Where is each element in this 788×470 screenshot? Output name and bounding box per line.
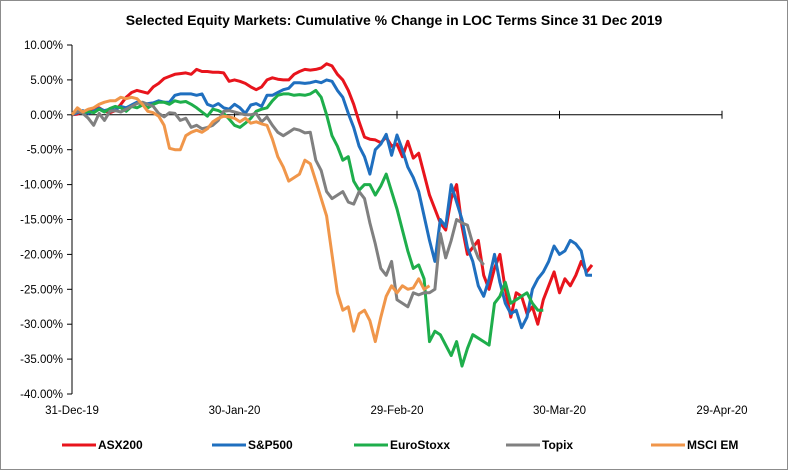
- y-axis-tick-labels: 10.00% 5.00% 0.00% -5.00% -10.00% -15.00% -20.…: [20, 40, 63, 401]
- series-lines: [70, 62, 594, 368]
- legend-label: EuroStoxx: [390, 438, 450, 452]
- y-tick-label: -25.00%: [20, 284, 63, 296]
- series-line-s-p500: [71, 78, 592, 330]
- x-tick-label: 30-Jan-20: [209, 405, 261, 417]
- y-tick-label: -5.00%: [27, 145, 63, 157]
- y-tick-label: -40.00%: [20, 389, 63, 401]
- axes: [67, 44, 723, 395]
- y-tick-label: 5.00%: [30, 75, 63, 87]
- series-line-asx200: [71, 62, 594, 326]
- legend: ASX200 S&P500 EuroStoxx Topix MSCI EM: [62, 438, 738, 452]
- y-tick-label: -10.00%: [20, 180, 63, 192]
- y-tick-label: -20.00%: [20, 249, 63, 261]
- legend-label: MSCI EM: [687, 438, 738, 452]
- x-tick-label: 31-Dec-19: [45, 405, 99, 417]
- y-tick-label: -30.00%: [20, 319, 63, 331]
- y-tick-label: 0.00%: [30, 110, 63, 122]
- x-tick-label: 29-Feb-20: [370, 405, 423, 417]
- chart-title: Selected Equity Markets: Cumulative % Ch…: [126, 12, 663, 28]
- legend-label: Topix: [542, 438, 573, 452]
- legend-label: S&P500: [248, 438, 293, 452]
- x-tick-label: 29-Apr-20: [696, 405, 747, 417]
- y-tick-label: 10.00%: [24, 40, 63, 52]
- series-line-msci-em: [70, 95, 431, 344]
- legend-label: ASX200: [98, 438, 143, 452]
- x-tick-label: 30-Mar-20: [533, 405, 586, 417]
- y-tick-label: -35.00%: [20, 354, 63, 366]
- x-axis-tick-labels: 31-Dec-19 30-Jan-20 29-Feb-20 30-Mar-20 29-A…: [45, 405, 747, 417]
- y-tick-label: -15.00%: [20, 215, 63, 227]
